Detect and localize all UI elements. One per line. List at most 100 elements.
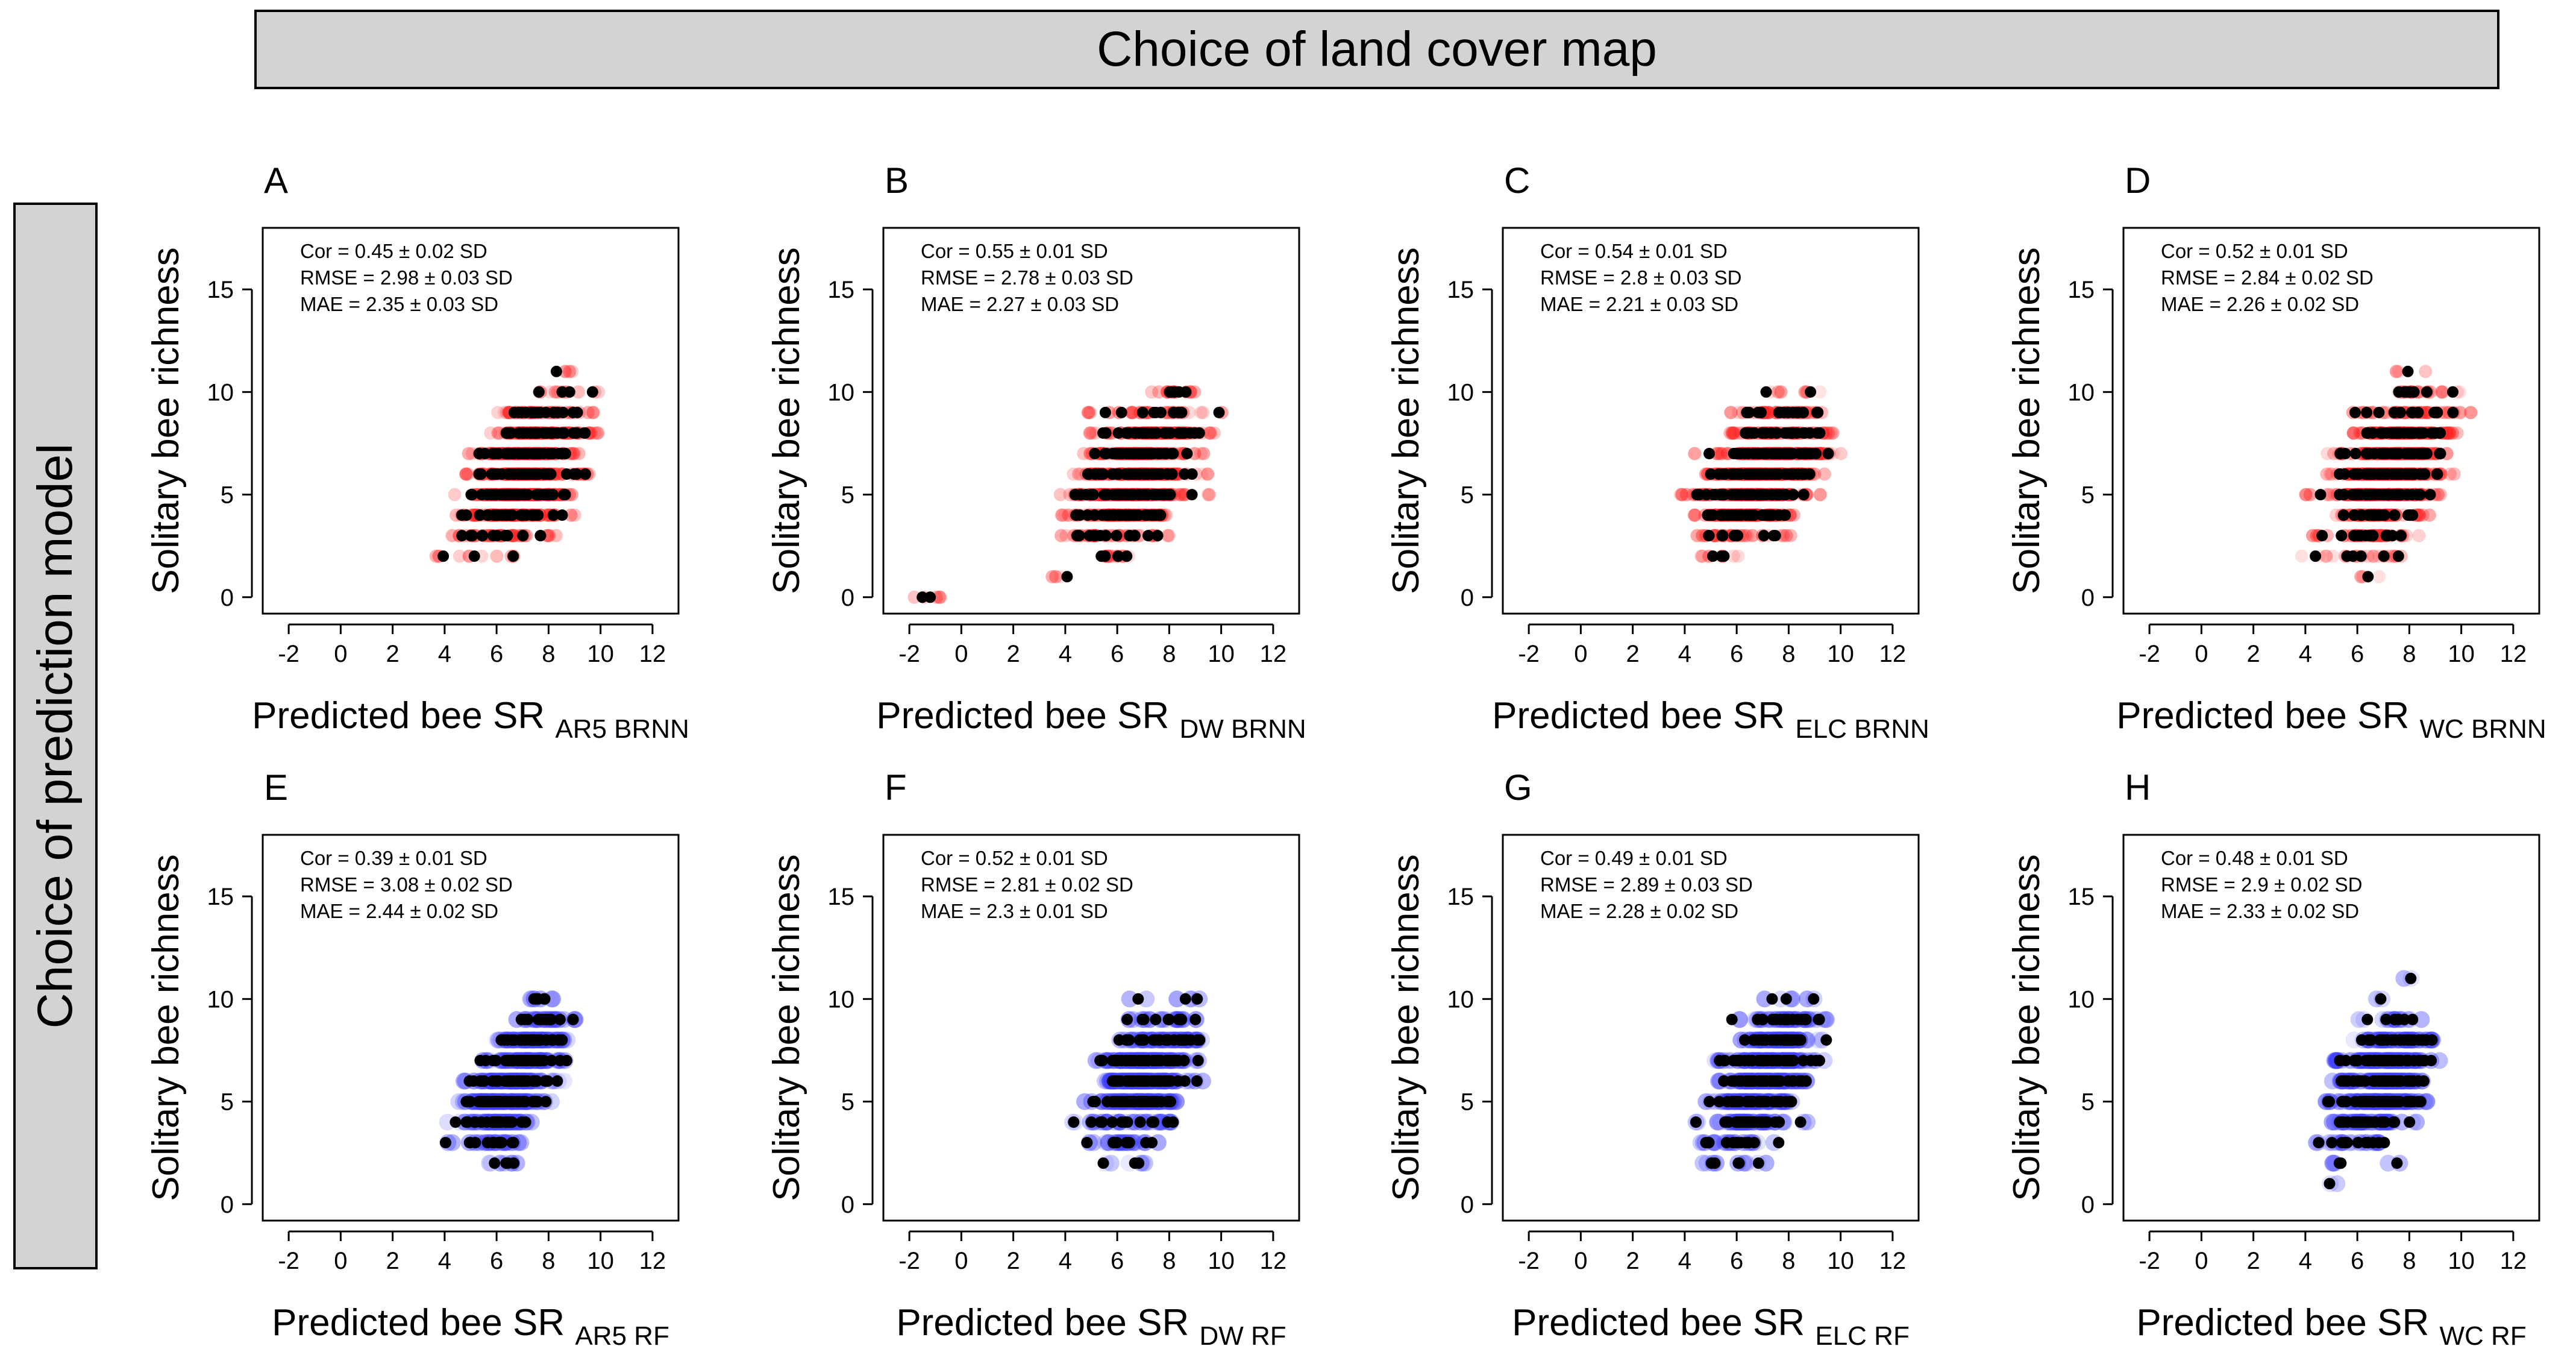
x-tick-label: 10 [1208,641,1235,667]
observed-point [1099,406,1111,418]
observed-point [517,530,529,542]
x-tick-label: 2 [1007,641,1020,667]
prediction-point [462,447,475,461]
prediction-point [2366,549,2380,563]
x-tick-label: 0 [334,641,347,667]
observed-point [1767,509,1778,521]
observed-point [465,530,477,542]
observed-point [1126,489,1138,501]
prediction-point [1059,529,1073,542]
observed-point [1768,530,1779,542]
observed-point [1799,448,1811,459]
x-tick-label: 8 [1782,641,1795,667]
prediction-point [445,529,459,542]
observed-point [578,427,591,439]
stats-line: Cor = 0.55 ± 0.01 SD [921,240,1108,262]
prediction-point [1126,406,1139,420]
y-tick-label: 0 [841,585,854,611]
observed-point [2349,406,2361,418]
observed-point [1150,406,1162,418]
observed-point [557,406,569,418]
observed-point [1136,427,1149,439]
observed-point [1165,386,1177,398]
observed-point [1752,448,1764,459]
observed-point [1165,448,1177,459]
observed-point [1703,448,1715,459]
observed-point [1773,468,1785,480]
x-axis-title: Predicted bee SR DW BRNN [876,695,1306,744]
plot-frame [262,227,680,615]
prediction-point [490,549,504,563]
y-axis-title: Solitary bee richness [766,247,807,594]
prediction-point [558,365,572,379]
observed-point [1127,468,1139,480]
observed-point [2378,550,2390,562]
y-tick-label: 0 [2081,585,2095,611]
observed-point [1070,509,1082,521]
y-tick-label: 5 [841,482,854,509]
observed-point [1176,406,1188,418]
panel-letter: E [264,767,288,808]
observed-point [1129,530,1141,542]
observed-point [1136,406,1149,418]
prediction-point [581,406,595,420]
observed-point [1743,406,1755,418]
observed-point [1142,530,1154,542]
observed-point [2361,468,2374,480]
observed-point [1150,509,1162,521]
observed-point [560,468,572,480]
x-tick-label: -2 [898,641,920,667]
observed-point [2383,489,2395,501]
observed-point [1115,406,1127,418]
observed-point [463,1075,475,1087]
observed-point [1812,406,1824,418]
observed-point [2399,386,2411,398]
observed-point [1177,427,1189,439]
observed-point [507,550,519,562]
x-axis-title: Predicted bee SR WC BRNN [2116,695,2546,744]
observed-point [1186,489,1198,501]
observed-point [586,386,598,398]
prediction-point [491,406,505,420]
observed-point [2362,571,2374,583]
observed-point [1150,489,1162,501]
observed-point [1180,386,1192,398]
observed-point [1181,448,1193,459]
observed-point [503,427,515,439]
prediction-point [2389,365,2403,379]
prediction-point [491,426,505,440]
x-tick-label: 10 [1827,641,1854,667]
observed-point [1744,468,1756,480]
prediction-point [567,447,581,461]
y-tick-label: 15 [828,277,855,303]
prediction-point [542,529,556,542]
observed-point [2394,489,2406,501]
observed-point [487,530,500,542]
x-tick-label: -2 [278,641,299,667]
observed-point [499,530,511,542]
y-tick-label: 0 [1461,585,1474,611]
observed-point [1193,427,1205,439]
y-tick-label: 5 [2081,482,2095,509]
prediction-point [568,508,581,522]
observed-point [1073,530,1085,542]
observed-point [1731,530,1742,542]
y-tick-label: 15 [1447,277,1474,303]
y-tick-label: 5 [1461,482,1474,509]
prediction-point [542,529,556,542]
prediction-point [453,549,466,563]
observed-point [924,591,936,603]
observed-point [2375,427,2387,439]
observed-point [556,386,568,398]
observed-point [2351,468,2363,480]
x-tick-label: 10 [587,641,614,667]
observed-point [456,509,468,521]
observed-point [437,550,450,562]
x-axis-title-main: Predicted bee SR [2116,695,2419,737]
observed-point [2390,448,2402,459]
observed-point [2355,489,2367,501]
observed-point [1089,448,1101,459]
